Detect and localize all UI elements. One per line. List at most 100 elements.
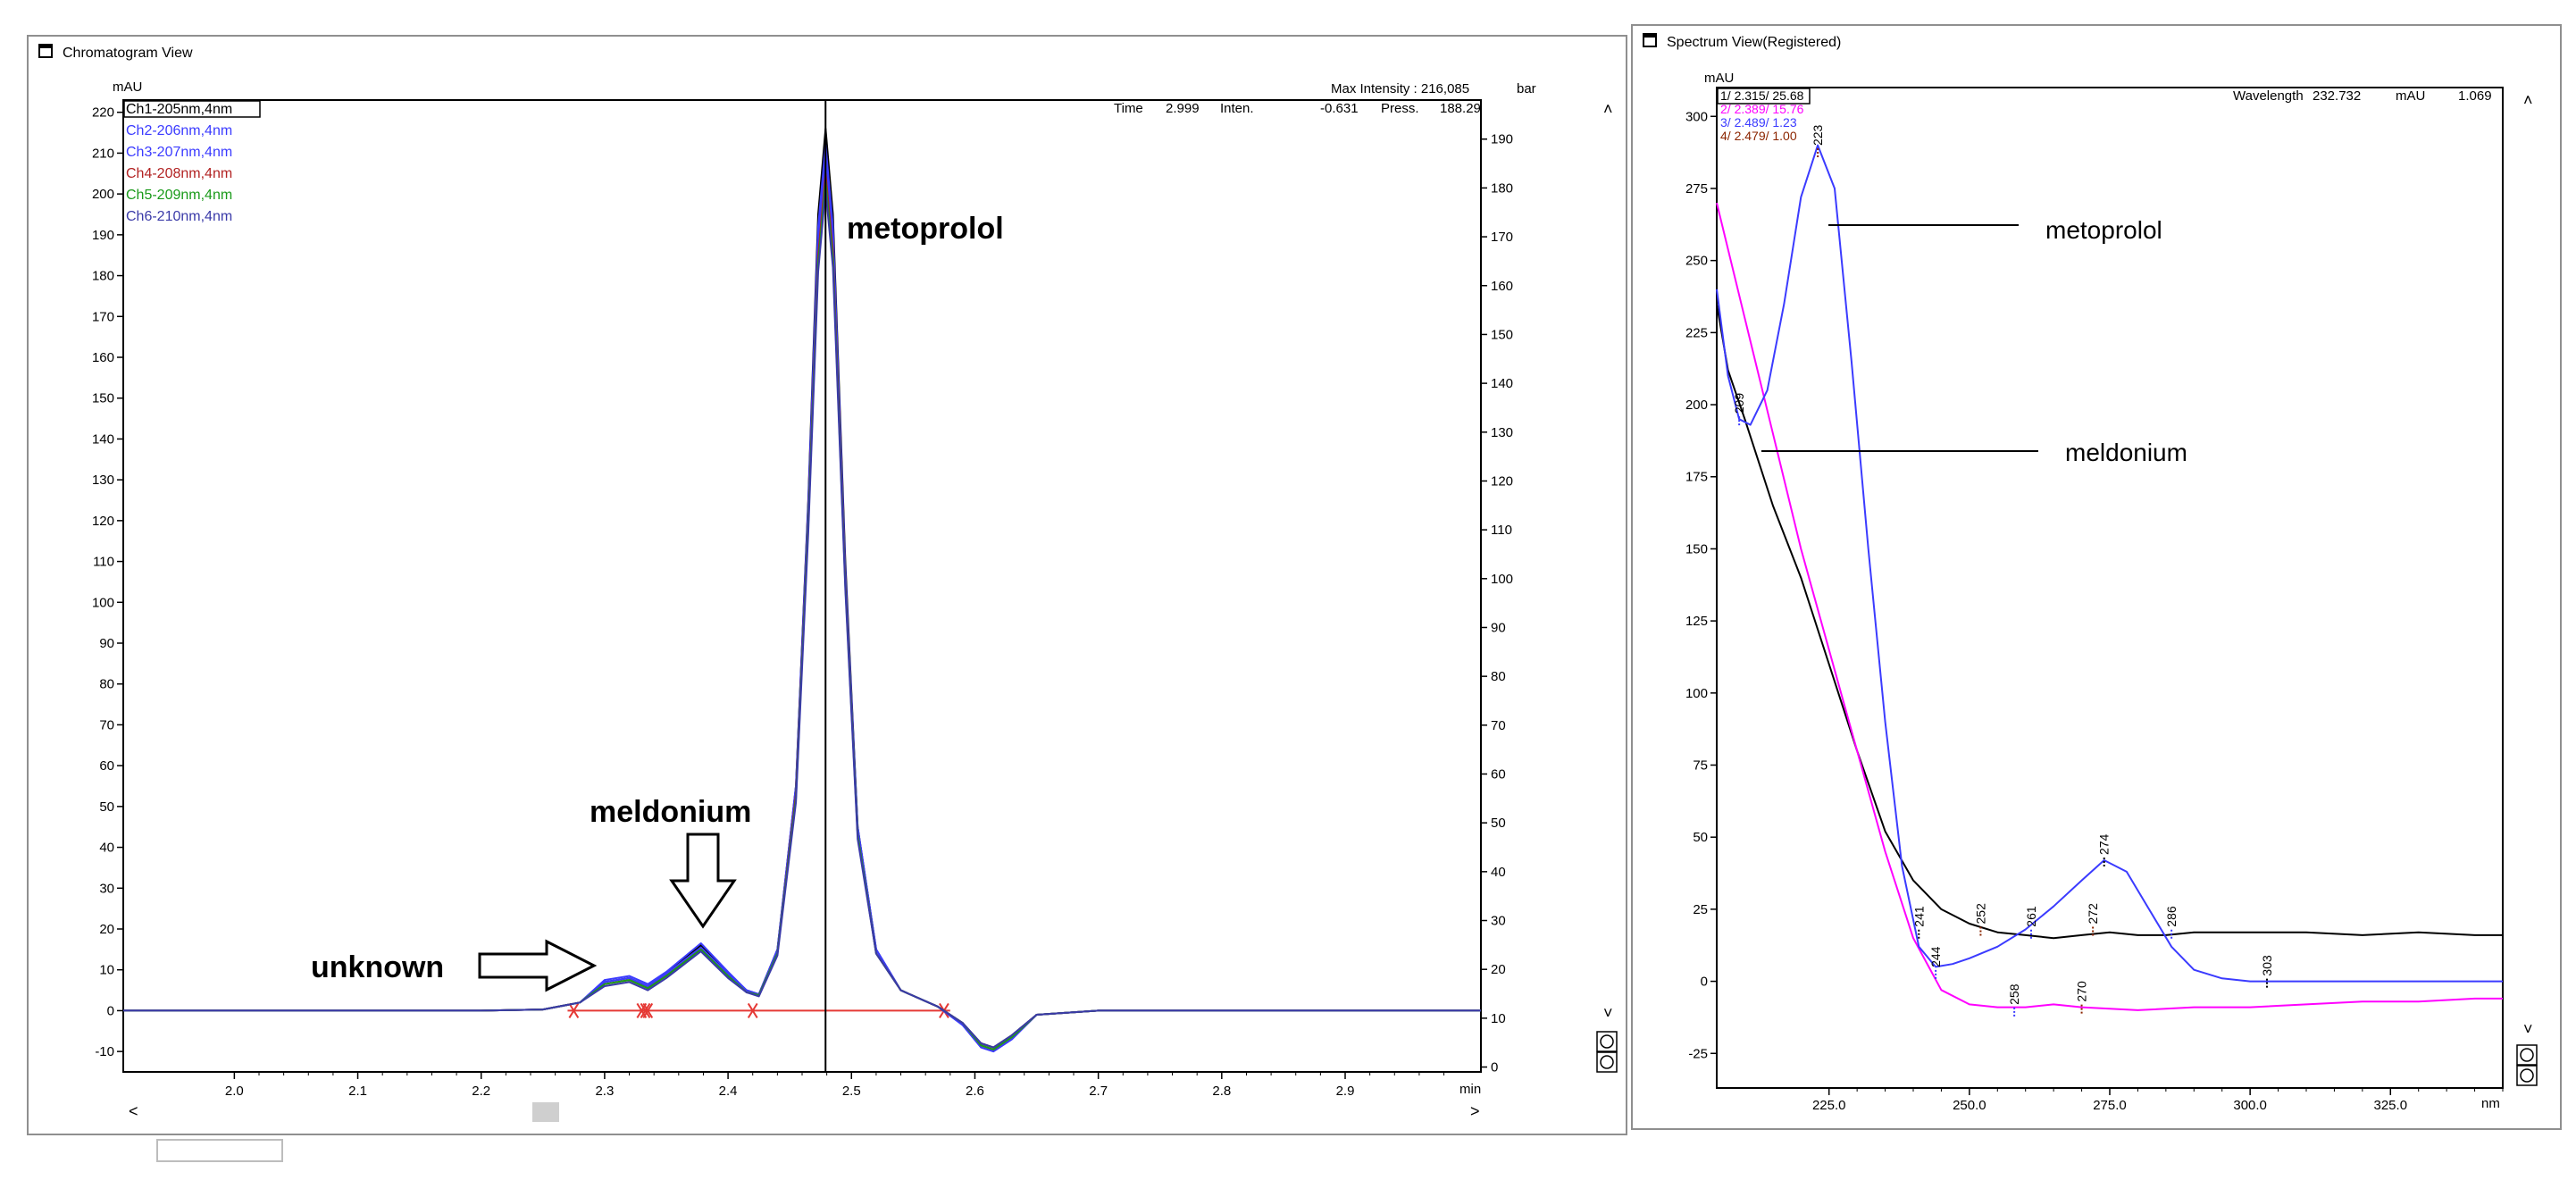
legend-entry[interactable]: Ch2-206nm,4nm: [126, 123, 232, 138]
pressure-tick-label: 70: [1491, 718, 1506, 733]
max-intensity-readout: Max Intensity : 216,085: [1331, 81, 1469, 96]
pressure-tick-label: 130: [1491, 425, 1513, 440]
peak-wavelength-label: 303: [2260, 955, 2274, 976]
y-tick-label: 30: [99, 881, 114, 896]
zoom-icon[interactable]: [1596, 1031, 1618, 1073]
unknown-arrow-icon: [478, 939, 598, 992]
mau-value: 1.069: [2458, 88, 2492, 104]
spectrum-peak-label: 258: [2007, 983, 2021, 1017]
mau-label: mAU: [2396, 88, 2425, 104]
horizontal-scroll-thumb[interactable]: [532, 1102, 559, 1122]
spectrum-peak-label: 241: [1911, 906, 1926, 940]
time-label: Time: [1114, 101, 1143, 116]
x-tick-label: 2.9: [1336, 1084, 1355, 1099]
spectrum-y-tick-label: 50: [1693, 830, 1708, 845]
y-tick-label: 140: [92, 431, 114, 447]
spectrum-x-tick-label: 275.0: [2093, 1098, 2127, 1113]
spectrum-peak-label: 244: [1928, 946, 1943, 980]
peak-wavelength-label: 274: [2097, 833, 2112, 855]
pressure-tick-label: 60: [1491, 766, 1506, 782]
x-tick-label: 2.3: [595, 1084, 614, 1099]
y-tick-label: 10: [99, 963, 114, 978]
pressure-tick-label: 170: [1491, 230, 1513, 245]
y-tick-label: 50: [99, 799, 114, 815]
pressure-value: 188.29: [1440, 101, 1481, 116]
y-tick-label: 200: [92, 187, 114, 202]
y-tick-label: 90: [99, 636, 114, 651]
spectrum-y-unit: mAU: [1704, 71, 1734, 86]
y-tick-label: 40: [99, 841, 114, 856]
y-tick-label: 80: [99, 677, 114, 692]
spectrum-zoom-icon[interactable]: [2516, 1044, 2538, 1086]
y-tick-label: 100: [92, 595, 114, 610]
chromatogram-traces: [123, 128, 1481, 1053]
spectrum-scroll-up-icon[interactable]: ˄: [2523, 91, 2533, 109]
metoprolol-label: metoprolol: [847, 212, 1004, 246]
pressure-tick-label: 160: [1491, 279, 1513, 294]
spectrum-legend-entry[interactable]: 4/ 2.479/ 1.00: [1720, 129, 1797, 143]
pressure-tick-label: 50: [1491, 816, 1506, 831]
spectrum-peak-label: 274: [2097, 833, 2112, 868]
spectrum-y-tick-label: 200: [1685, 398, 1708, 413]
y-tick-label: 170: [92, 309, 114, 324]
y-tick-label: 180: [92, 269, 114, 284]
scroll-down-icon[interactable]: ˅: [1603, 1004, 1613, 1022]
pressure-tick-label: 100: [1491, 572, 1513, 587]
baseline-marker: [642, 1002, 654, 1018]
spectrum-y-tick-label: 275: [1685, 181, 1708, 197]
pressure-tick-label: 20: [1491, 962, 1506, 977]
spectrum-legend-entry[interactable]: 3/ 2.489/ 1.23: [1720, 115, 1797, 130]
scroll-right-icon[interactable]: ˃: [1470, 1102, 1480, 1120]
spectrum-y-tick-label: 25: [1693, 902, 1708, 917]
spectrum-x-tick-label: 300.0: [2233, 1098, 2267, 1113]
spectrum-legend-entry[interactable]: 1/ 2.315/ 25.68: [1720, 88, 1804, 103]
spectrum-peak-label: 209: [1732, 393, 1746, 427]
x-tick-label: 2.7: [1089, 1084, 1108, 1099]
scroll-left-icon[interactable]: ˂: [129, 1102, 138, 1120]
spectrum-scroll-down-icon[interactable]: ˅: [2523, 1020, 2533, 1038]
y-tick-label: 110: [93, 555, 114, 570]
spectrum-y-tick-label: 250: [1685, 254, 1708, 269]
pressure-tick-label: 30: [1491, 914, 1506, 929]
y-tick-label: 20: [99, 922, 114, 937]
scroll-up-icon[interactable]: ˄: [1603, 100, 1613, 118]
chromatogram-panel-title: Chromatogram View: [63, 46, 193, 61]
wavelength-value: 232.732: [2313, 88, 2361, 104]
spectrum-peak-label: 303: [2260, 955, 2274, 989]
pressure-tick-label: 90: [1491, 620, 1506, 635]
legend-entry[interactable]: Ch6-210nm,4nm: [126, 209, 232, 224]
y-tick-label: 160: [92, 350, 114, 365]
spectrum-y-tick-label: 175: [1685, 470, 1708, 485]
chromatogram-panel: Chromatogram View mAU -10 0 10 20 30 40 50 60 70…: [27, 35, 1627, 1135]
spectrum-y-tick-label: 300: [1685, 109, 1708, 124]
bottom-tab-fragment[interactable]: [156, 1139, 283, 1162]
x-tick-label: 2.2: [472, 1084, 490, 1099]
x-tick-label: 2.8: [1212, 1084, 1231, 1099]
spectrum-meldonium-label: meldonium: [2065, 439, 2187, 466]
spectrum-y-tick-label: 125: [1685, 614, 1708, 629]
y-tick-label: 0: [107, 1003, 114, 1018]
spectrum-peak-labels: 209 223 241 244 252 258 261 270 272 274 286 303: [1732, 124, 2274, 1017]
legend-entry[interactable]: Ch5-209nm,4nm: [126, 188, 232, 203]
spectrum-peak-label: 261: [2024, 906, 2038, 940]
pressure-unit: bar: [1517, 81, 1536, 96]
legend-entry[interactable]: Ch1-205nm,4nm: [126, 102, 232, 117]
baseline-marker: [568, 1002, 580, 1018]
spectrum-trace: [1716, 202, 2503, 1011]
spectrum-peak-label: 252: [1973, 903, 1987, 937]
spectrum-peak-label: 286: [2164, 906, 2179, 940]
spectrum-x-unit: nm: [2481, 1096, 2500, 1111]
baseline-marker: [640, 1002, 651, 1018]
spectrum-y-tick-label: -25: [1688, 1046, 1708, 1061]
legend-entry[interactable]: Ch4-208nm,4nm: [126, 166, 232, 181]
spectrum-peak-label: 270: [2075, 981, 2089, 1015]
spectrum-y-ticks: -25 0 25 50 75 100 125 150 175 200 225 250 275 300: [1685, 109, 1717, 1061]
spectrum-legend-entry[interactable]: 2/ 2.389/ 15.76: [1720, 102, 1804, 116]
spectrum-y-tick-label: 225: [1685, 325, 1708, 340]
spectrum-x-tick-label: 325.0: [2374, 1098, 2408, 1113]
legend-selected-box: [123, 100, 261, 118]
y-tick-label: 70: [99, 717, 114, 732]
legend-entry[interactable]: Ch3-207nm,4nm: [126, 145, 232, 160]
spectrum-legend: 1/ 2.315/ 25.682/ 2.389/ 15.763/ 2.489/ …: [1720, 88, 1804, 143]
